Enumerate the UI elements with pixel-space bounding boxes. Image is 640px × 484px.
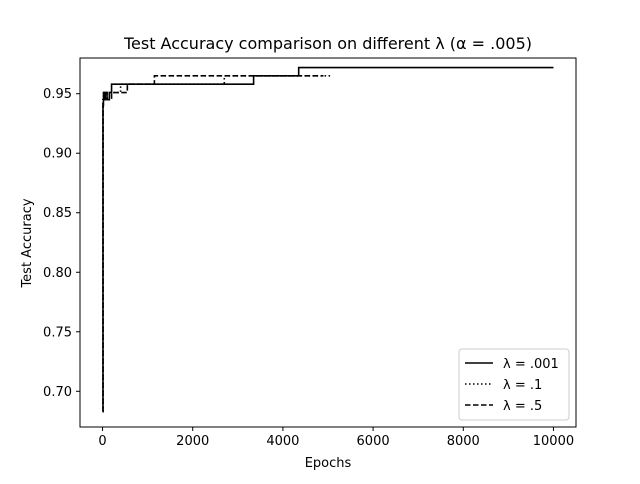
y-tick-label: 0.75 (43, 325, 72, 340)
y-tick-label: 0.80 (43, 266, 72, 281)
x-tick-label: 2000 (176, 434, 209, 449)
y-axis-label: Test Accuracy (20, 198, 35, 288)
legend: λ = .001 λ = .1 λ = .5 (458, 348, 570, 421)
chart-title: Test Accuracy comparison on different λ … (123, 34, 532, 53)
ticks-layer: 0 2000 4000 6000 8000 10000 0.70 0.75 0.80 0.85 0.… (43, 87, 574, 449)
legend-box (458, 348, 570, 421)
x-tick-label: 8000 (447, 434, 480, 449)
y-tick-label: 0.95 (43, 87, 72, 102)
series-layer (102, 66, 554, 413)
x-tick-label: 4000 (266, 434, 299, 449)
legend-label-3: λ = .5 (503, 399, 542, 414)
x-tick-label: 10000 (533, 434, 574, 449)
y-tick-label: 0.70 (43, 385, 72, 400)
plot-area-frame (79, 57, 577, 428)
x-tick-label: 6000 (357, 434, 390, 449)
legend-label-2: λ = .1 (503, 378, 542, 393)
x-axis-label: Epochs (305, 456, 352, 471)
y-tick-label: 0.85 (43, 206, 72, 221)
legend-label-1: λ = .001 (503, 357, 559, 372)
y-tick-label: 0.90 (43, 147, 72, 162)
x-tick-label: 0 (98, 434, 106, 449)
series-line-3 (102, 75, 324, 413)
